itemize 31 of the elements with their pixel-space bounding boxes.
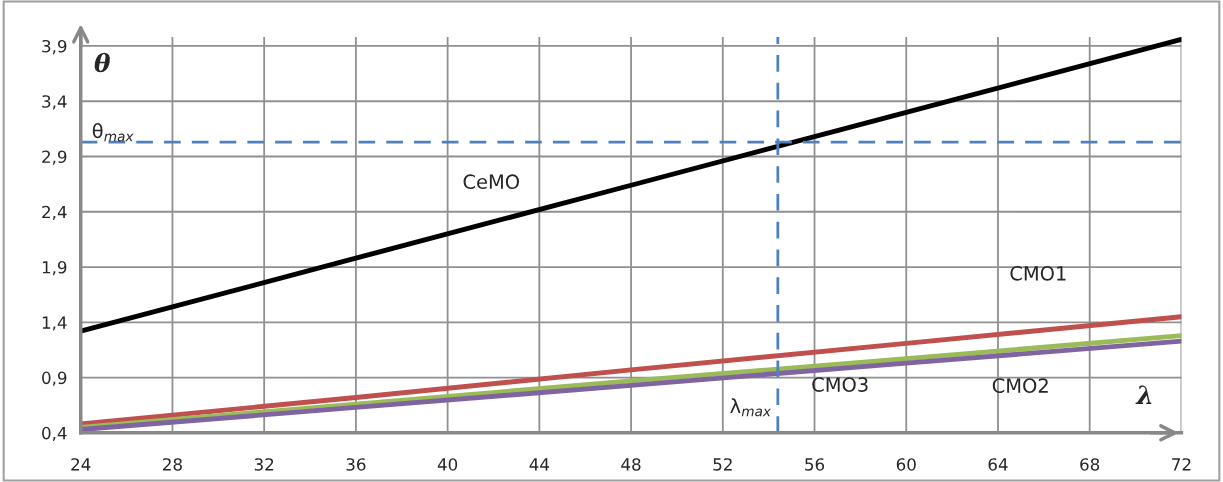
ref-line-label: θ$_{max}$	[92, 123, 134, 142]
line-series	[80, 37, 1182, 334]
x-tick-label: 44	[529, 458, 550, 471]
x-tick-label: 28	[163, 458, 182, 471]
x-tick-label: 36	[346, 458, 366, 471]
y-axis-title: θ	[94, 52, 110, 73]
x-axis-title: λ	[1135, 385, 1152, 404]
series-label: CMO3	[812, 377, 868, 392]
y-tick-label: 0,4	[42, 426, 67, 442]
y-tick-label: 1,4	[42, 316, 67, 331]
y-tick-label: 0,9	[42, 371, 67, 386]
x-tick-label: 68	[1080, 458, 1100, 471]
x-tick-label: 56	[805, 458, 825, 471]
x-tick-label: 48	[621, 458, 641, 471]
y-tick-label: 2,9	[42, 150, 67, 165]
y-tick-label: 3,9	[42, 39, 67, 55]
series-label: CeMO	[463, 174, 519, 190]
ref-line-label: λ$_{max}$	[730, 398, 772, 417]
x-tick-label: 64	[988, 458, 1008, 471]
x-tick-label: 32	[254, 458, 274, 471]
line-series	[80, 314, 1182, 427]
y-tick-label: 1,9	[42, 260, 67, 276]
x-tick-label: 24	[71, 458, 91, 471]
y-tick-label: 2,4	[42, 205, 67, 221]
x-tick-label: 40	[437, 458, 458, 471]
x-tick-label: 52	[713, 458, 732, 471]
text: CMO1	[1010, 265, 1066, 281]
y-tick-label: 3,4	[42, 95, 67, 110]
x-tick-label: 72	[1172, 458, 1191, 471]
series-label: CMO2	[992, 378, 1048, 393]
x-tick-label: 60	[896, 458, 916, 471]
